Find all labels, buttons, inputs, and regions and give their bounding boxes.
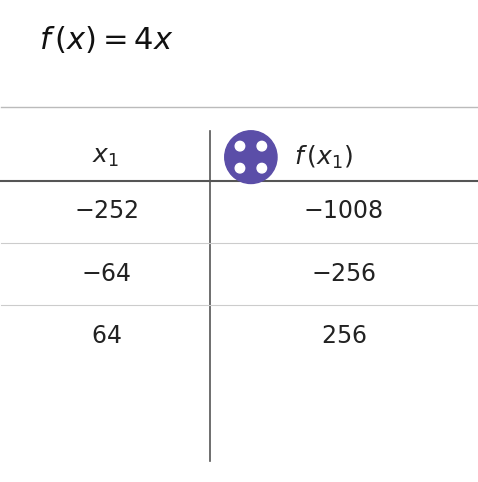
Circle shape xyxy=(225,131,277,184)
Circle shape xyxy=(257,163,267,173)
Circle shape xyxy=(235,163,245,173)
Circle shape xyxy=(235,141,245,151)
Text: $x_1$: $x_1$ xyxy=(92,146,120,169)
Text: $-256$: $-256$ xyxy=(311,263,376,285)
Text: $64$: $64$ xyxy=(91,325,121,348)
Text: $-64$: $-64$ xyxy=(81,263,131,285)
Text: $f\,(x_1)$: $f\,(x_1)$ xyxy=(293,144,352,171)
Text: $f\,(x) = 4x$: $f\,(x) = 4x$ xyxy=(39,26,174,56)
Text: $256$: $256$ xyxy=(321,325,366,348)
Text: $-1008$: $-1008$ xyxy=(304,200,384,223)
Text: $-252$: $-252$ xyxy=(74,200,138,223)
Circle shape xyxy=(257,141,267,151)
